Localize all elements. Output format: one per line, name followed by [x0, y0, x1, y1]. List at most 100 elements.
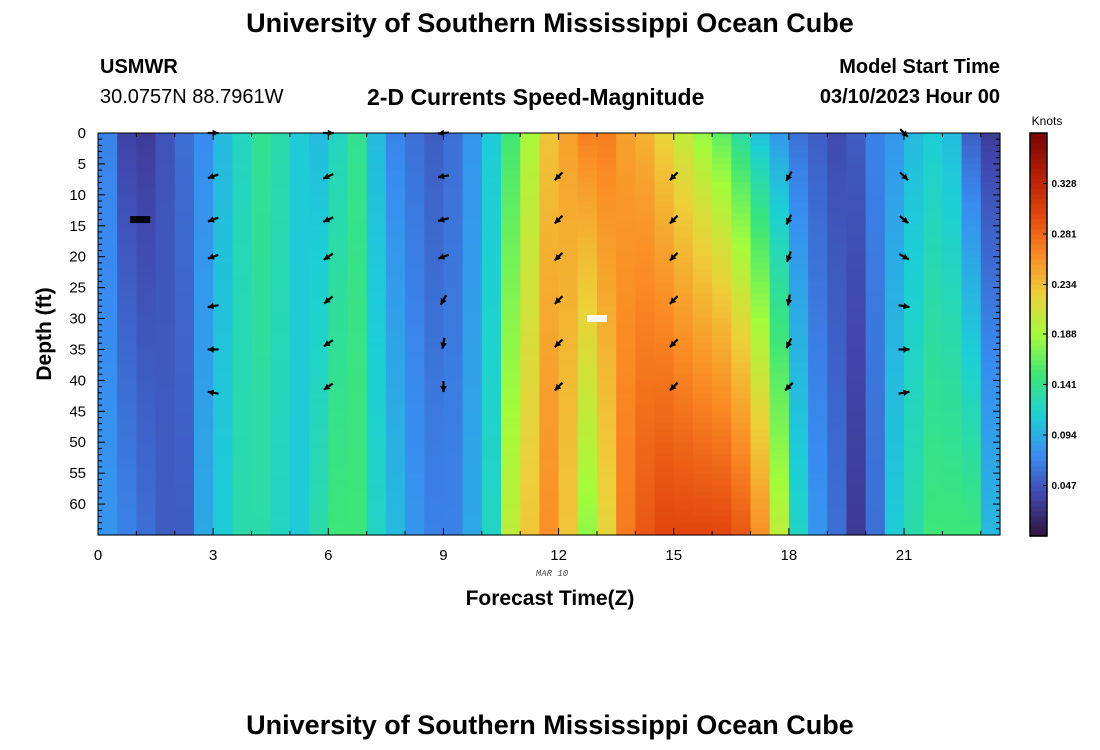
heatmap-cell	[904, 194, 924, 202]
heatmap-cell	[328, 460, 349, 468]
heatmap-cell	[117, 528, 137, 536]
heatmap-cell	[328, 330, 349, 338]
heatmap-cell	[462, 448, 483, 456]
heatmap-cell	[980, 504, 1001, 511]
heatmap-cell	[673, 398, 694, 406]
heatmap-cell	[846, 238, 867, 245]
heatmap-cell	[462, 528, 483, 536]
heatmap-cell	[884, 429, 905, 437]
heatmap-cell	[481, 436, 502, 443]
heatmap-cell	[213, 380, 233, 388]
heatmap-cell	[98, 188, 118, 196]
heatmap-cell	[616, 417, 636, 425]
heatmap-cell	[942, 454, 963, 462]
heatmap-cell	[961, 479, 982, 487]
heatmap-cell	[232, 287, 253, 295]
heatmap-cell	[884, 330, 905, 338]
heatmap-cell	[980, 479, 1001, 487]
heatmap-cell	[596, 491, 617, 499]
heatmap-cell	[596, 454, 617, 462]
heatmap-cell	[289, 355, 310, 363]
heatmap-cell	[462, 219, 483, 227]
heatmap-cell	[808, 491, 828, 499]
heatmap-cell	[616, 231, 636, 239]
heatmap-cell	[904, 386, 924, 394]
heatmap-cell	[424, 225, 445, 233]
heatmap-cell	[366, 219, 387, 227]
heatmap-cell	[443, 269, 464, 276]
heatmap-cell	[347, 312, 368, 320]
heatmap-cell	[961, 188, 982, 196]
heatmap-cell	[539, 250, 560, 258]
heatmap-cell	[731, 392, 752, 400]
heatmap-cell	[577, 510, 598, 518]
heatmap-cell	[385, 207, 406, 214]
heatmap-cell	[846, 448, 867, 456]
heatmap-cell	[616, 504, 636, 511]
heatmap-cell	[635, 256, 656, 264]
heatmap-cell	[577, 299, 598, 307]
heatmap-cell	[347, 497, 368, 505]
heatmap-cell	[462, 238, 483, 245]
heatmap-cell	[808, 163, 828, 171]
heatmap-cell	[731, 194, 752, 202]
heatmap-cell	[328, 262, 349, 270]
heatmap-cell	[405, 510, 425, 518]
heatmap-cell	[616, 269, 636, 276]
heatmap-cell	[443, 392, 464, 400]
colorbar-segment	[1030, 258, 1047, 265]
heatmap-cell	[635, 293, 656, 301]
heatmap-cell	[251, 312, 272, 320]
heatmap-cell	[904, 466, 924, 474]
heatmap-cell	[750, 510, 771, 518]
heatmap-cell	[961, 312, 982, 320]
heatmap-cell	[405, 454, 425, 462]
heatmap-cell	[904, 324, 924, 332]
heatmap-cell	[654, 250, 675, 258]
heatmap-cell	[155, 275, 176, 283]
heatmap-cell	[443, 442, 464, 450]
heatmap-cell	[539, 133, 560, 140]
heatmap-cell	[385, 454, 406, 462]
heatmap-cell	[155, 479, 176, 487]
heatmap-cell	[117, 151, 137, 159]
heatmap-cell	[808, 411, 828, 419]
heatmap-cell	[136, 411, 157, 419]
heatmap-cell	[712, 225, 732, 233]
heatmap-cell	[232, 133, 253, 140]
heatmap-cell	[98, 299, 118, 307]
heatmap-cell	[443, 497, 464, 505]
heatmap-cell	[232, 225, 253, 233]
heatmap-cell	[443, 479, 464, 487]
heatmap-cell	[827, 157, 848, 165]
heatmap-cell	[596, 337, 617, 344]
colorbar-segment	[1030, 349, 1047, 356]
heatmap-cell	[462, 398, 483, 406]
heatmap-cell	[712, 201, 732, 208]
colorbar-segment	[1030, 490, 1047, 497]
heatmap-cell	[596, 262, 617, 270]
heatmap-cell	[865, 275, 886, 283]
heatmap-cell	[654, 139, 675, 146]
heatmap-cell	[808, 368, 828, 375]
heatmap-cell	[155, 380, 176, 388]
heatmap-cell	[481, 448, 502, 456]
heatmap-cell	[289, 504, 310, 511]
heatmap-cell	[462, 522, 483, 530]
heatmap-cell	[712, 436, 732, 443]
heatmap-cell	[501, 491, 521, 499]
heatmap-cell	[539, 473, 560, 480]
heatmap-cell	[289, 411, 310, 419]
heatmap-cell	[616, 244, 636, 252]
heatmap-cell	[942, 417, 963, 425]
heatmap-cell	[596, 287, 617, 295]
heatmap-cell	[136, 133, 157, 140]
heatmap-cell	[750, 188, 771, 196]
heatmap-cell	[654, 355, 675, 363]
heatmap-cell	[846, 417, 867, 425]
heatmap-cell	[788, 349, 809, 357]
heatmap-cell	[904, 417, 924, 425]
heatmap-cell	[808, 306, 828, 313]
heatmap-cell	[270, 386, 291, 394]
heatmap-cell	[769, 460, 790, 468]
